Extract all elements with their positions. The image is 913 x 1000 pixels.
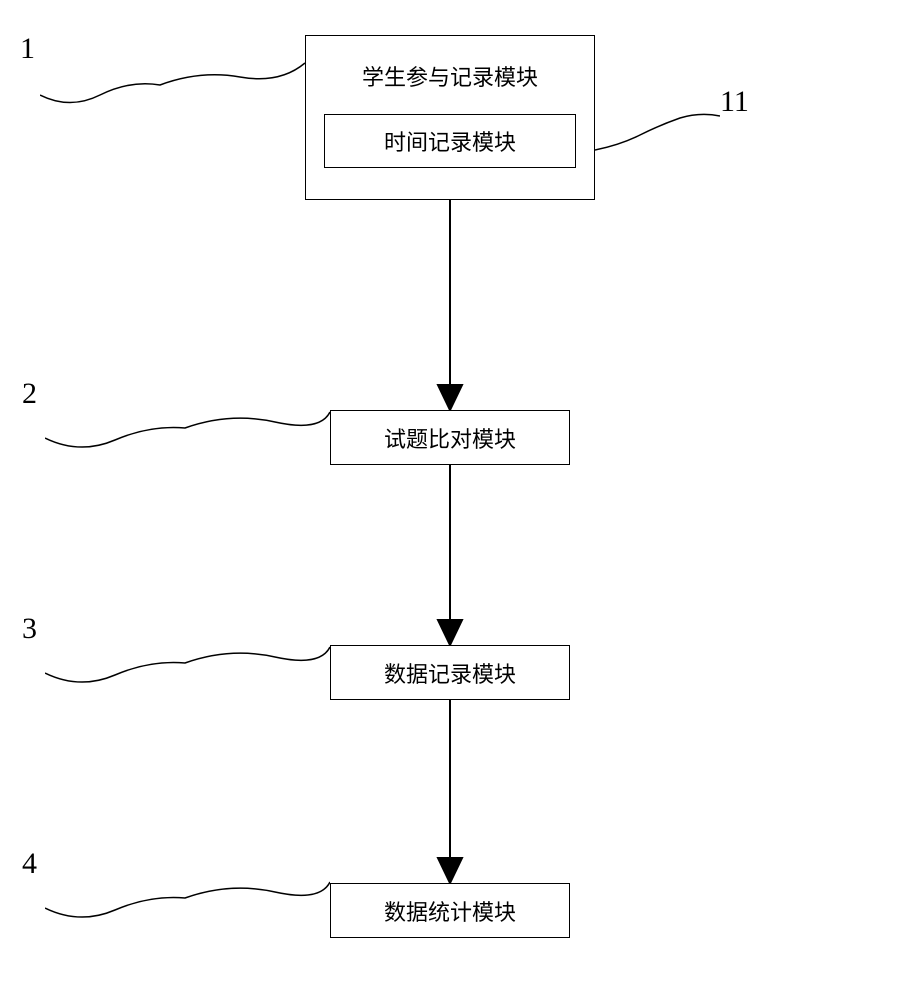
callout-squiggle-3 bbox=[45, 635, 330, 695]
module-label: 试题比对模块 bbox=[384, 422, 516, 454]
arrow-3-to-4 bbox=[435, 700, 465, 883]
module-box-question-compare: 试题比对模块 bbox=[330, 410, 570, 465]
callout-squiggle-1 bbox=[40, 55, 305, 115]
module-box-student-record: 学生参与记录模块 时间记录模块 bbox=[305, 35, 595, 200]
module-label: 时间记录模块 bbox=[384, 130, 516, 155]
module-label: 学生参与记录模块 bbox=[362, 54, 538, 96]
callout-number-3: 3 bbox=[22, 612, 37, 646]
module-label: 数据统计模块 bbox=[384, 895, 516, 927]
arrow-2-to-3 bbox=[435, 465, 465, 645]
callout-number-11: 11 bbox=[720, 85, 749, 119]
module-box-data-stat: 数据统计模块 bbox=[330, 883, 570, 938]
module-box-time-record: 时间记录模块 bbox=[324, 114, 576, 168]
callout-number-1: 1 bbox=[20, 32, 35, 66]
module-box-data-record: 数据记录模块 bbox=[330, 645, 570, 700]
module-label: 数据记录模块 bbox=[384, 657, 516, 689]
arrow-1-to-2 bbox=[435, 200, 465, 410]
callout-squiggle-11 bbox=[595, 110, 720, 160]
callout-squiggle-4 bbox=[45, 870, 330, 930]
callout-number-2: 2 bbox=[22, 377, 37, 411]
callout-squiggle-2 bbox=[45, 400, 330, 460]
callout-number-4: 4 bbox=[22, 847, 37, 881]
